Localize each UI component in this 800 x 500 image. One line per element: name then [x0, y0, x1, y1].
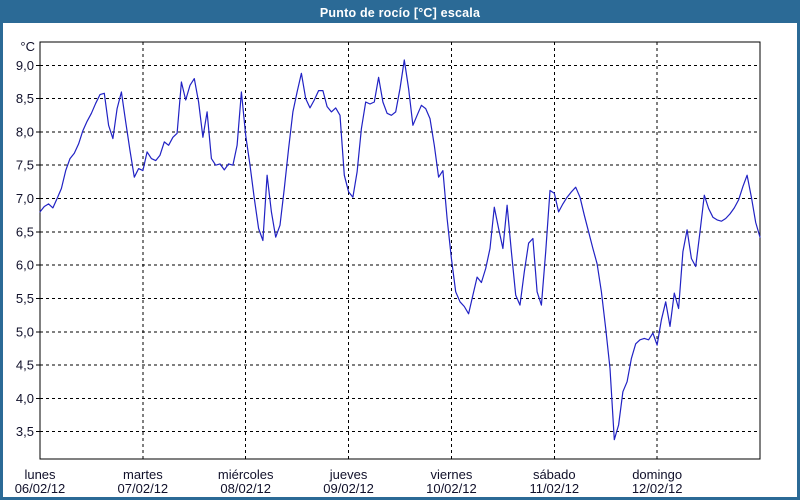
day-date-label: 07/02/12	[118, 481, 169, 496]
day-name-label: sábado	[533, 467, 576, 482]
y-tick-label: 5,0	[16, 324, 34, 339]
y-tick-label: 8,0	[16, 124, 34, 139]
y-axis-unit-label: °C	[20, 39, 35, 54]
day-date-label: 06/02/12	[15, 481, 66, 496]
day-name-label: lunes	[24, 467, 56, 482]
day-date-label: 12/02/12	[632, 481, 683, 496]
dew-point-chart: 9,0 8,5 8,0 7,5 7,0 6,5 6,0 5,5 5,0 4,5 4,0 3,5 °C lu…	[3, 23, 797, 497]
day-date-label: 11/02/12	[529, 481, 579, 496]
y-tick-label: 9,0	[16, 58, 34, 73]
y-tick-label: 5,5	[16, 291, 34, 306]
y-tick-label: 3,5	[16, 424, 34, 439]
window-title: Punto de rocío [°C] escala	[319, 6, 481, 20]
series-line-dew-point	[39, 59, 761, 441]
y-tick-label: 7,0	[16, 191, 34, 206]
y-tick-label: 4,0	[16, 391, 34, 406]
day-name-label: miércoles	[218, 467, 274, 482]
day-name-label: domingo	[632, 467, 682, 482]
y-tick-label: 6,5	[16, 224, 34, 239]
window-titlebar: Punto de rocío [°C] escala	[3, 3, 797, 23]
day-name-label: viernes	[430, 467, 472, 482]
y-tick-label: 4,5	[16, 358, 34, 373]
plot-border	[39, 41, 761, 460]
day-name-label: jueves	[329, 467, 368, 482]
y-tick-label: 6,0	[16, 258, 34, 273]
y-tick-label: 8,5	[16, 91, 34, 106]
dew-point-plot: 9,0 8,5 8,0 7,5 7,0 6,5 6,0 5,5 5,0 4,5 4,0 3,5 °C lu…	[15, 39, 761, 496]
day-date-label: 10/02/12	[426, 481, 477, 496]
y-tick-label: 7,5	[16, 158, 34, 173]
day-date-label: 09/02/12	[323, 481, 374, 496]
day-date-label: 08/02/12	[220, 481, 271, 496]
day-name-label: martes	[123, 467, 163, 482]
